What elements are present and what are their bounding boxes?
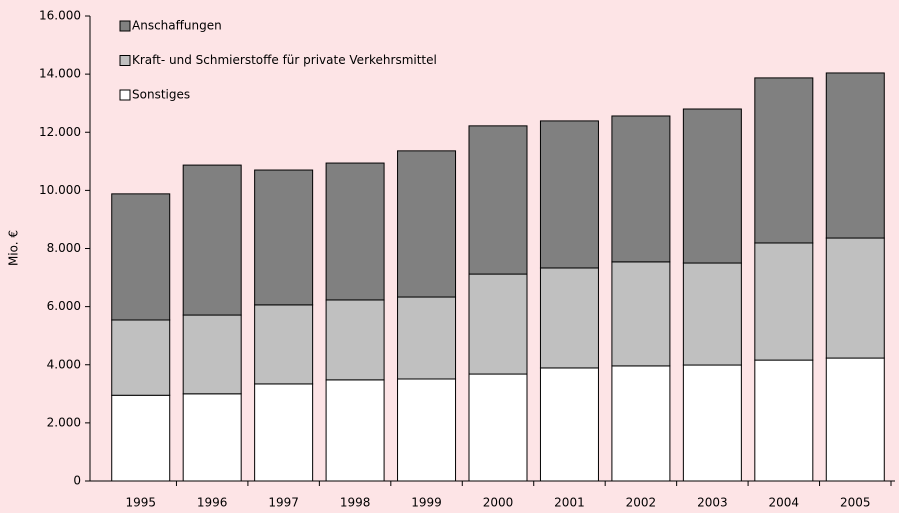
x-tick-label: 1999 bbox=[411, 496, 442, 510]
bar-segment bbox=[754, 242, 814, 361]
x-tick-label: 2005 bbox=[840, 496, 871, 510]
bar-segment bbox=[182, 164, 242, 316]
bar-segment bbox=[254, 169, 314, 306]
bar-segment bbox=[754, 359, 814, 482]
bar-segment bbox=[325, 162, 385, 301]
bar-segment bbox=[111, 319, 171, 396]
y-tick-label: 12.000 bbox=[39, 125, 81, 139]
bar-segment bbox=[682, 364, 742, 482]
legend-swatch bbox=[119, 20, 131, 32]
x-tick-label: 2004 bbox=[769, 496, 800, 510]
bar-segment bbox=[825, 237, 885, 359]
bar-segment bbox=[682, 262, 742, 366]
bar-segment bbox=[468, 273, 528, 375]
bar-segment bbox=[111, 193, 171, 321]
x-tick-label: 2000 bbox=[483, 496, 514, 510]
y-tick-label: 2.000 bbox=[47, 415, 81, 429]
bar-segment bbox=[397, 150, 457, 298]
x-tick-label: 1997 bbox=[268, 496, 299, 510]
x-tick-label: 1995 bbox=[125, 496, 156, 510]
bar-segment bbox=[182, 314, 242, 395]
legend-label: Sonstiges bbox=[132, 88, 190, 102]
y-tick-label: 10.000 bbox=[39, 183, 81, 197]
bar-segment bbox=[539, 367, 599, 482]
bar-segment bbox=[325, 379, 385, 482]
legend-swatch bbox=[119, 55, 131, 66]
y-tick-label: 0 bbox=[73, 474, 81, 488]
bar-segment bbox=[611, 115, 671, 263]
bar-segment bbox=[754, 77, 814, 244]
bar-segment bbox=[611, 365, 671, 482]
x-tick-label: 2001 bbox=[554, 496, 585, 510]
bar-segment bbox=[825, 357, 885, 482]
legend-label: Anschaffungen bbox=[132, 19, 222, 33]
legend-label: Kraft- und Schmierstoffe für private Ver… bbox=[132, 53, 437, 67]
bar-segment bbox=[182, 393, 242, 482]
bar-segment bbox=[397, 378, 457, 482]
bar-segment bbox=[539, 120, 599, 269]
y-tick-label: 6.000 bbox=[47, 299, 81, 313]
bar-segment bbox=[254, 304, 314, 385]
legend-swatch bbox=[119, 89, 131, 101]
y-tick-label: 14.000 bbox=[39, 67, 81, 81]
bar-segment bbox=[325, 299, 385, 381]
bar-segment bbox=[254, 383, 314, 482]
bar-segment bbox=[111, 394, 171, 482]
y-tick-label: 8.000 bbox=[47, 241, 81, 255]
y-tick-label: 16.000 bbox=[39, 9, 81, 23]
x-tick-label: 1998 bbox=[340, 496, 371, 510]
y-axis-label: Mio. € bbox=[7, 230, 21, 266]
bar-segment bbox=[611, 261, 671, 367]
x-tick-label: 2003 bbox=[697, 496, 728, 510]
bar-segment bbox=[397, 296, 457, 380]
bar-segment bbox=[825, 72, 885, 239]
x-tick-label: 1996 bbox=[197, 496, 228, 510]
bar-segment bbox=[468, 373, 528, 482]
bar-segment bbox=[468, 125, 528, 275]
y-tick-label: 4.000 bbox=[47, 357, 81, 371]
bar-segment bbox=[539, 267, 599, 369]
bar-segment bbox=[682, 108, 742, 264]
x-tick-label: 2002 bbox=[626, 496, 657, 510]
